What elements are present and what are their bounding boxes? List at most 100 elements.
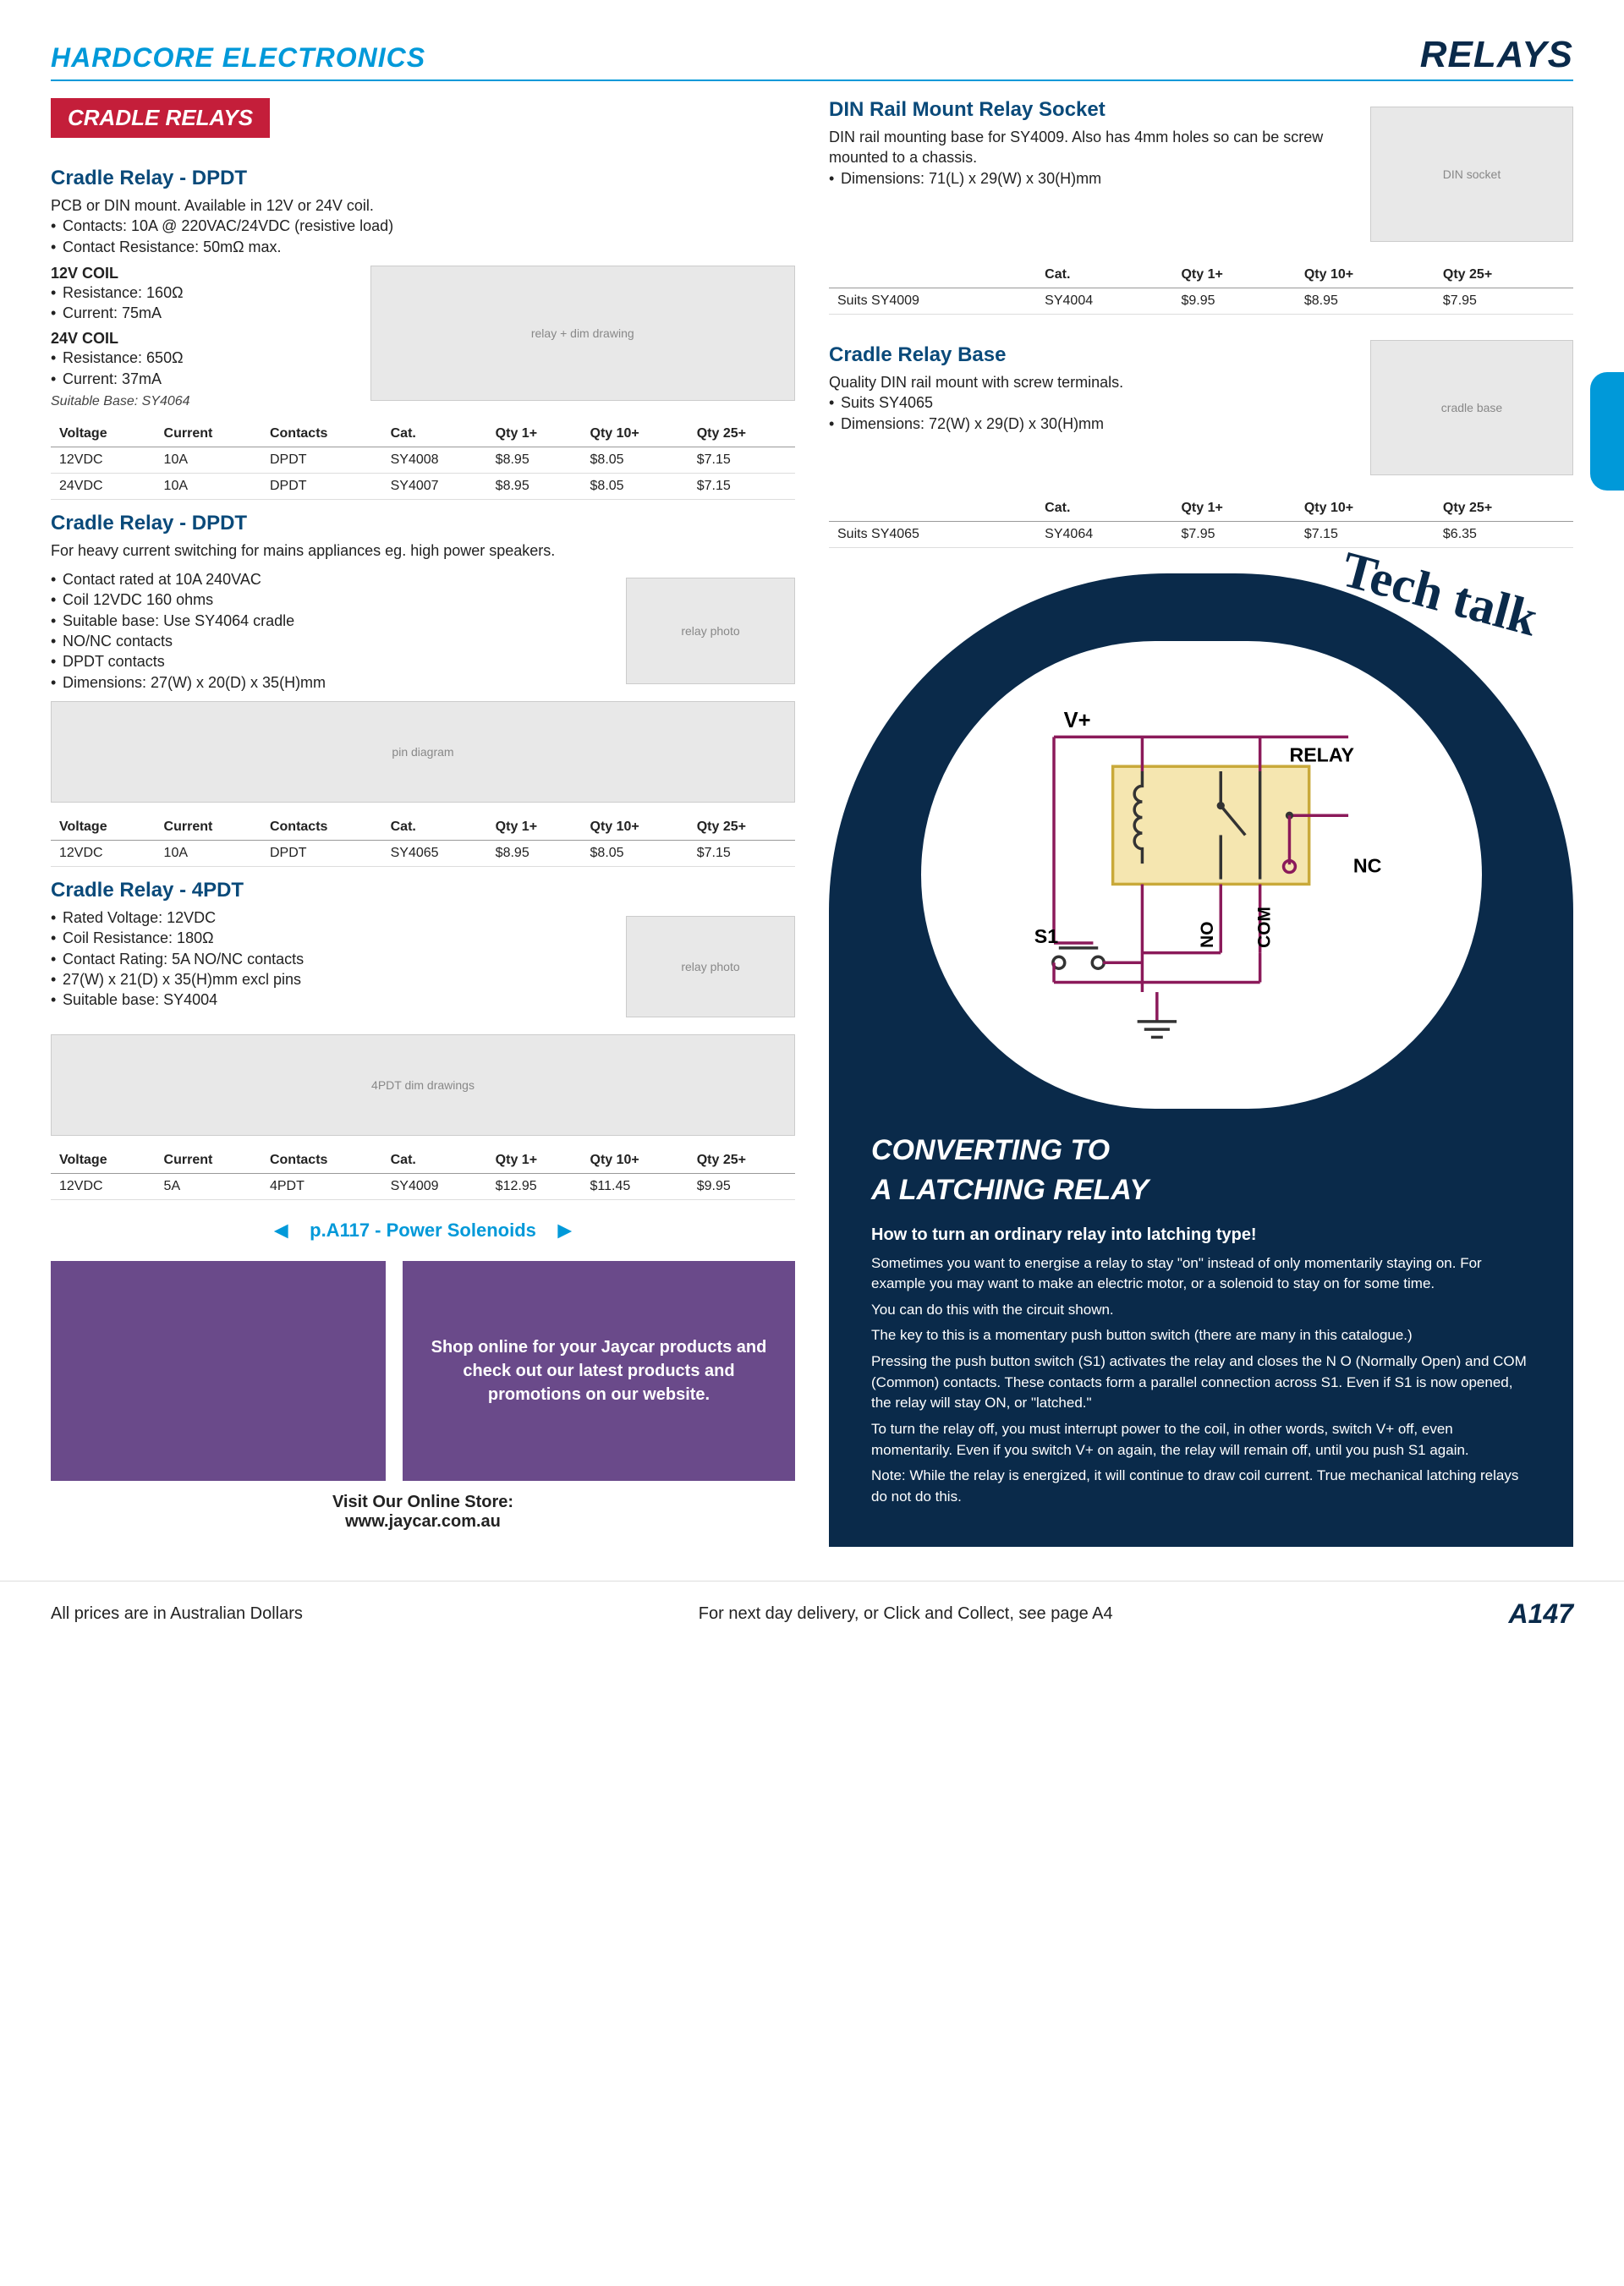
table-header: Cat.: [382, 421, 487, 447]
table-cell: 10A: [156, 447, 261, 473]
bullet: Suits SY4065: [829, 392, 1353, 413]
product-title: Cradle Relay - DPDT: [51, 167, 795, 190]
spec-head: 24V COIL: [51, 330, 354, 348]
price-table: VoltageCurrentContactsCat.Qty 1+Qty 10+Q…: [51, 814, 795, 867]
table-cell: $8.95: [487, 840, 582, 866]
diagram-relay: RELAY: [1289, 744, 1354, 766]
bullet: Coil Resistance: 180Ω: [51, 928, 609, 948]
table-header: Cat.: [382, 1148, 487, 1174]
table-cell: DPDT: [261, 840, 382, 866]
price-table: VoltageCurrentContactsCat.Qty 1+Qty 10+Q…: [51, 421, 795, 500]
table-header: Qty 1+: [1172, 262, 1295, 288]
table-header: [829, 262, 1036, 288]
table-cell: $8.95: [487, 473, 582, 499]
table-cell: $8.05: [582, 840, 689, 866]
table-header: Contacts: [261, 814, 382, 841]
table-cell: $7.15: [689, 447, 795, 473]
table-header: Current: [156, 421, 261, 447]
table-row: 12VDC10ADPDTSY4065$8.95$8.05$7.15: [51, 840, 795, 866]
page-header: HARDCORE ELECTRONICS RELAYS: [51, 34, 1573, 81]
table-cell: SY4064: [1036, 522, 1172, 548]
table-row: Suits SY4009SY4004$9.95$8.95$7.95: [829, 288, 1573, 315]
product-image: relay photo: [626, 916, 795, 1017]
price-table: VoltageCurrentContactsCat.Qty 1+Qty 10+Q…: [51, 1148, 795, 1200]
table-cell: 4PDT: [261, 1173, 382, 1199]
arrow-right-icon: ►: [553, 1217, 577, 1244]
table-header: Qty 1+: [487, 814, 582, 841]
table-cell: $11.45: [582, 1173, 689, 1199]
product-title: Cradle Relay - 4PDT: [51, 879, 795, 902]
bullet-list: Resistance: 650Ω Current: 37mA: [51, 348, 354, 389]
table-header: Current: [156, 814, 261, 841]
crossref-label: p.A117 - Power Solenoids: [310, 1220, 536, 1242]
cross-reference: ◄ p.A117 - Power Solenoids ►: [51, 1217, 795, 1244]
table-cell: $7.95: [1435, 288, 1573, 315]
visit-line2: www.jaycar.com.au: [51, 1512, 795, 1532]
table-header: Current: [156, 1148, 261, 1174]
page-number: A147: [1509, 1598, 1574, 1630]
price-table: Cat.Qty 1+Qty 10+Qty 25+ Suits SY4065SY4…: [829, 496, 1573, 548]
product-title: Cradle Relay - DPDT: [51, 512, 795, 535]
bullet: Suitable base: SY4004: [51, 990, 609, 1010]
table-cell: 5A: [156, 1173, 261, 1199]
table-cell: SY4009: [382, 1173, 487, 1199]
footer-center: For next day delivery, or Click and Coll…: [699, 1604, 1113, 1624]
table-header: Qty 10+: [582, 421, 689, 447]
bullet: Dimensions: 71(L) x 29(W) x 30(H)mm: [829, 168, 1353, 189]
bullet: Current: 37mA: [51, 369, 354, 389]
tech-title: A LATCHING RELAY: [871, 1174, 1531, 1207]
bullet-list: Contacts: 10A @ 220VAC/24VDC (resistive …: [51, 216, 795, 257]
table-header: [829, 496, 1036, 522]
table-header: Qty 10+: [1296, 496, 1435, 522]
table-cell: DPDT: [261, 447, 382, 473]
product-image: cradle base: [1370, 340, 1573, 475]
table-cell: $7.15: [689, 473, 795, 499]
product-desc: Quality DIN rail mount with screw termin…: [829, 372, 1353, 392]
table-cell: 12VDC: [51, 840, 156, 866]
table-header: Qty 25+: [689, 1148, 795, 1174]
bullet: Resistance: 160Ω: [51, 282, 354, 303]
table-cell: Suits SY4065: [829, 522, 1036, 548]
product-desc: PCB or DIN mount. Available in 12V or 24…: [51, 195, 795, 216]
diagram-no: NO: [1198, 922, 1217, 948]
product-diagram: relay + dim drawing: [370, 266, 796, 401]
bullet: Rated Voltage: 12VDC: [51, 907, 609, 928]
promo-banner: Shop online for your Jaycar products and…: [51, 1261, 795, 1481]
table-cell: 24VDC: [51, 473, 156, 499]
table-cell: $8.95: [487, 447, 582, 473]
bullet: 27(W) x 21(D) x 35(H)mm excl pins: [51, 969, 609, 990]
table-cell: 12VDC: [51, 1173, 156, 1199]
dimension-drawing: 4PDT dim drawings: [51, 1034, 795, 1136]
diagram-vplus: V+: [1064, 709, 1091, 732]
price-table: Cat.Qty 1+Qty 10+Qty 25+ Suits SY4009SY4…: [829, 262, 1573, 315]
table-cell: $12.95: [487, 1173, 582, 1199]
product-desc: DIN rail mounting base for SY4009. Also …: [829, 127, 1353, 168]
table-header: Qty 25+: [1435, 262, 1573, 288]
bullet: Dimensions: 27(W) x 20(D) x 35(H)mm: [51, 672, 609, 693]
table-cell: 10A: [156, 473, 261, 499]
table-header: Voltage: [51, 421, 156, 447]
table-row: Suits SY4065SY4064$7.95$7.15$6.35: [829, 522, 1573, 548]
bullet-list: Suits SY4065 Dimensions: 72(W) x 29(D) x…: [829, 392, 1353, 434]
table-header: Qty 10+: [582, 814, 689, 841]
brand-label: HARDCORE ELECTRONICS: [51, 42, 425, 74]
bullet: Contact Resistance: 50mΩ max.: [51, 237, 795, 257]
footer-left: All prices are in Australian Dollars: [51, 1604, 303, 1624]
bullet: NO/NC contacts: [51, 631, 609, 651]
table-cell: $9.95: [689, 1173, 795, 1199]
table-cell: $8.05: [582, 447, 689, 473]
table-row: 12VDC10ADPDTSY4008$8.95$8.05$7.15: [51, 447, 795, 473]
table-header: Qty 10+: [582, 1148, 689, 1174]
table-cell: $9.95: [1172, 288, 1295, 315]
tech-title: CONVERTING TO: [871, 1134, 1531, 1167]
note: Suitable Base: SY4064: [51, 394, 354, 409]
product-image: DIN socket: [1370, 107, 1573, 242]
table-cell: SY4008: [382, 447, 487, 473]
bullet: Contact Rating: 5A NO/NC contacts: [51, 949, 609, 969]
table-header: Contacts: [261, 421, 382, 447]
bullet-list: Dimensions: 71(L) x 29(W) x 30(H)mm: [829, 168, 1353, 189]
page-footer: All prices are in Australian Dollars For…: [0, 1581, 1624, 1647]
table-header: Qty 1+: [487, 1148, 582, 1174]
table-cell: DPDT: [261, 473, 382, 499]
section-banner: CRADLE RELAYS: [51, 98, 270, 138]
